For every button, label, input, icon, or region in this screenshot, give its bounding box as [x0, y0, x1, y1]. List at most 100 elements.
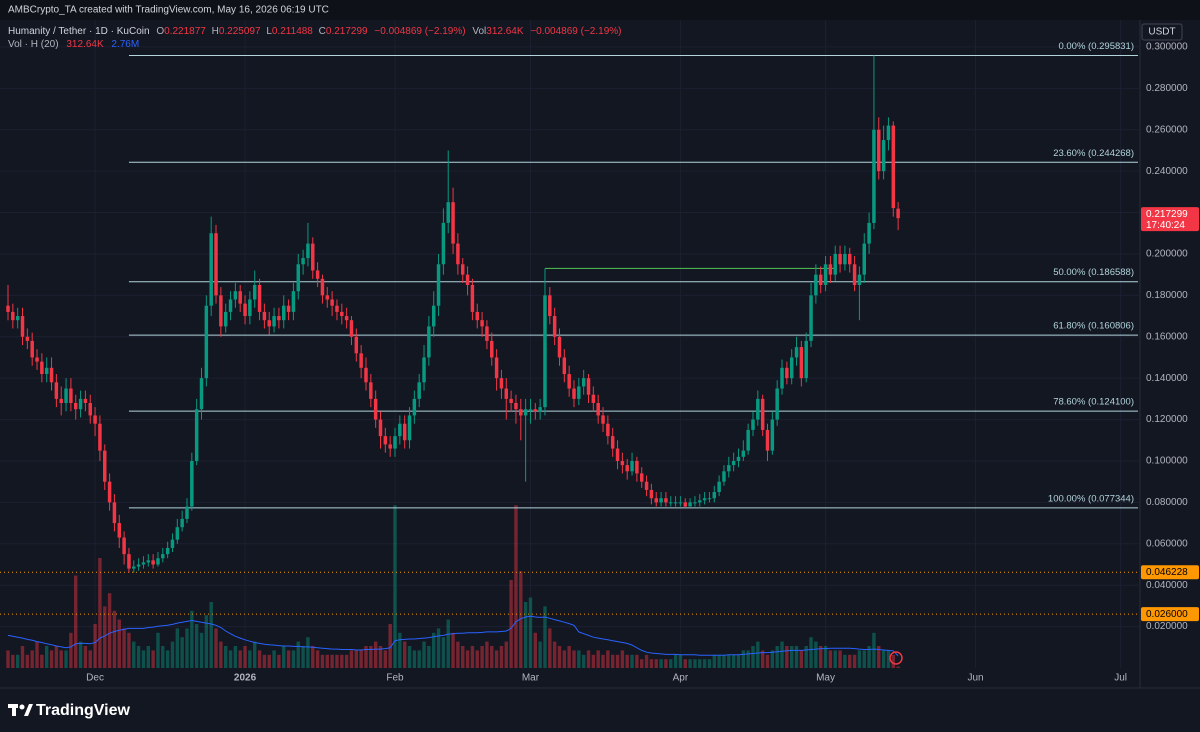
volume-bar: [132, 641, 136, 668]
candle: [891, 121, 896, 217]
candle: [340, 303, 344, 325]
candle-body: [456, 243, 460, 265]
candle: [857, 266, 862, 321]
logo-shape: [12, 704, 16, 716]
candle: [485, 320, 489, 350]
candle: [688, 498, 692, 507]
candle: [814, 264, 818, 304]
volume-bar: [277, 654, 281, 668]
candle: [180, 510, 184, 532]
candle-body: [344, 316, 349, 321]
candle: [698, 494, 702, 507]
candle: [746, 423, 750, 455]
y-tick-label: 0.080000: [1146, 497, 1188, 508]
candle-body: [683, 502, 688, 507]
candle-body: [557, 336, 562, 358]
volume-bar: [693, 659, 697, 668]
volume-bar: [286, 650, 291, 668]
candle-body: [770, 419, 775, 451]
candle-body: [44, 367, 49, 375]
y-tick-label: 0.180000: [1146, 290, 1188, 301]
candle-body: [243, 303, 247, 317]
candle: [117, 514, 122, 548]
candle-body: [383, 436, 388, 445]
volume-bar: [581, 654, 586, 668]
candle: [44, 357, 49, 383]
candle: [127, 547, 131, 573]
candle-body: [485, 326, 489, 341]
candle: [204, 295, 209, 387]
candle-body: [480, 320, 484, 327]
candle-body: [286, 305, 291, 312]
candle-body: [669, 502, 673, 504]
volume-bar: [789, 646, 794, 668]
candle-body: [823, 264, 828, 285]
candle-body: [214, 233, 218, 296]
candle: [257, 278, 262, 321]
candle-body: [190, 460, 194, 507]
volume-bar: [11, 654, 15, 668]
candle-body: [6, 305, 10, 312]
candle: [407, 407, 412, 449]
candle: [291, 282, 296, 321]
candle-body: [151, 560, 155, 565]
candle: [475, 303, 479, 329]
legend-key: H: [212, 26, 219, 37]
volume-bar: [833, 650, 837, 668]
candle: [228, 291, 233, 321]
candle: [383, 427, 388, 453]
candle: [388, 436, 392, 457]
candle-body: [378, 419, 383, 437]
current-price-badge: [1141, 207, 1199, 232]
volume-bar: [417, 650, 421, 668]
candle: [727, 456, 731, 478]
candle-body: [538, 407, 542, 412]
legend-value: 0.211488: [272, 26, 313, 37]
volume-bar: [644, 654, 649, 668]
candle: [335, 299, 339, 321]
volume-bar: [823, 646, 828, 668]
volume-bar: [799, 650, 804, 668]
candle-body: [654, 498, 658, 503]
candle: [417, 374, 421, 408]
candle: [794, 336, 799, 366]
volume-bar: [461, 646, 465, 668]
volume-bar: [320, 654, 325, 668]
candle: [712, 485, 717, 503]
candle: [412, 390, 417, 424]
y-tick-label: 0.100000: [1146, 456, 1188, 467]
alert-icon[interactable]: [889, 651, 903, 665]
candle: [49, 357, 54, 391]
candle-body: [209, 233, 213, 306]
candle-body: [393, 436, 397, 449]
candle: [402, 415, 407, 449]
candle-body: [562, 357, 567, 375]
candle: [654, 492, 658, 507]
candle-body: [601, 415, 605, 424]
candle: [359, 345, 363, 379]
volume-bar: [490, 646, 494, 668]
candle-body: [156, 558, 160, 565]
overlay: 0.020000 0.040000 0.060000 0.080000 0.100000…: [86, 41, 1199, 684]
volume-bar: [107, 593, 112, 668]
attribution-bar: [0, 0, 1200, 20]
candle-body: [586, 378, 591, 395]
volume-bar: [40, 654, 44, 668]
volume-bar: [340, 654, 344, 668]
volume-bar: [848, 654, 852, 668]
volume-bar: [335, 654, 339, 668]
candle-body: [431, 305, 436, 327]
candle: [818, 266, 823, 294]
volume-bar: [83, 646, 88, 668]
candle-body: [451, 202, 455, 244]
candle-body: [165, 547, 170, 555]
candle: [398, 415, 402, 445]
volume-bar: [809, 637, 813, 668]
volume-bar: [325, 654, 329, 668]
candle-body: [291, 291, 296, 312]
candle: [282, 295, 286, 329]
candle-body: [896, 208, 900, 219]
candle-body: [233, 291, 238, 300]
candle: [30, 332, 34, 366]
candle: [639, 467, 644, 488]
